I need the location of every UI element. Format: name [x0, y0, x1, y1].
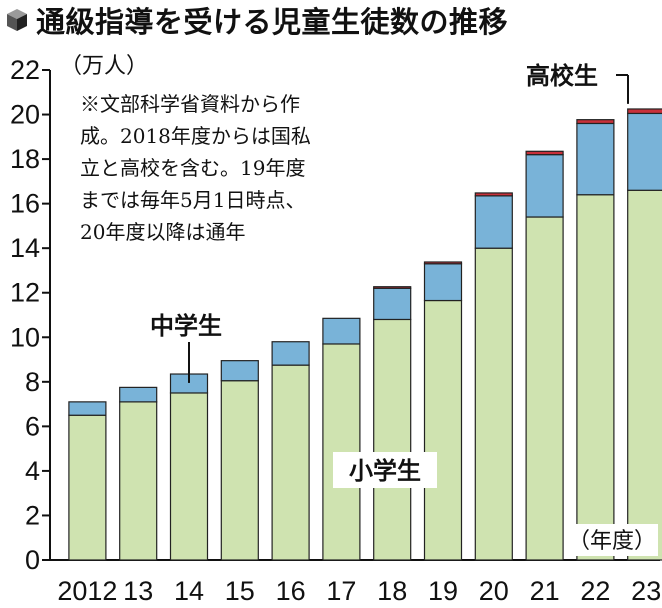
x-tick-label: 22 [580, 576, 610, 606]
y-tick-label: 8 [25, 367, 40, 397]
x-tick-label: 20 [479, 576, 509, 606]
x-tick-label: 23 [631, 576, 661, 606]
high-school-bar-segment [423, 261, 463, 265]
y-tick-label: 10 [10, 322, 40, 352]
y-tick-label: 22 [10, 55, 40, 85]
elementary-bar-segment [119, 401, 158, 561]
elementary-bar-segment [627, 189, 662, 561]
high-school-series-label: 高校生 [526, 62, 598, 90]
x-tick-label: 21 [530, 576, 560, 606]
high-school-bar-segment [373, 286, 412, 289]
year-unit-background [566, 524, 658, 556]
elementary-label-background [333, 452, 437, 488]
high-school-bar-segment [576, 119, 615, 125]
y-tick-label: 6 [25, 411, 40, 441]
elementary-bar-segment [322, 343, 361, 561]
elementary-bar-segment [169, 392, 209, 561]
x-tick-label: 17 [326, 576, 356, 606]
y-axis-unit: （万人） [60, 54, 149, 79]
y-tick-label: 16 [10, 189, 40, 219]
elementary-bar-segment [220, 380, 259, 561]
chart-title: 通級指導を受ける児童生徒数の推移 [36, 5, 509, 39]
junior-high-bar-segment [119, 386, 158, 403]
chart-title-row: 通級指導を受ける児童生徒数の推移 [6, 2, 509, 39]
note-line: 成。2018年度からは国私 [80, 124, 311, 148]
source-note: ※文部科学省資料から作 成。2018年度からは国私 立と高校を含む。19年度 ま… [80, 88, 410, 248]
high-school-bar-segment [474, 192, 513, 197]
junior-high-bar-segment [627, 112, 662, 191]
elementary-bar-segment [373, 318, 412, 561]
elementary-bar-segment [474, 247, 513, 561]
x-tick-label: 16 [276, 576, 306, 606]
junior-high-bar-segment [271, 341, 310, 366]
note-line: ※文部科学省資料から作 [80, 92, 300, 116]
x-axis-unit: （年度） [568, 529, 656, 554]
y-tick-label: 18 [10, 144, 40, 174]
junior-high-series-label: 中学生 [150, 312, 222, 340]
y-tick-label: 14 [10, 233, 40, 263]
note-line: 立と高校を含む。19年度 [80, 156, 306, 180]
elementary-bar-segment [423, 299, 463, 561]
elementary-series-label: 小学生 [349, 457, 421, 485]
elementary-bar-segment [68, 414, 107, 561]
note-line: 20年度以降は通年 [80, 220, 246, 244]
junior-high-bar-segment [68, 401, 107, 416]
x-tick-label: 2012 [57, 576, 117, 606]
note-line: までは毎年5月1日時点、 [80, 188, 306, 212]
y-tick-label: 4 [25, 456, 40, 486]
high-school-bar-segment [627, 108, 662, 115]
elementary-bar-segment [525, 216, 564, 561]
junior-high-bar-segment [423, 263, 463, 302]
y-tick-label: 2 [25, 500, 40, 530]
x-tick-label: 19 [428, 576, 458, 606]
high-school-bar-segment [525, 150, 564, 156]
y-tick-label: 0 [25, 545, 40, 575]
junior-high-bar-segment [220, 360, 259, 382]
elementary-bar-segment [576, 194, 615, 561]
cube-icon [7, 9, 27, 31]
elementary-bar-segment [271, 364, 310, 561]
junior-high-bar-segment [322, 317, 361, 345]
x-tick-label: 15 [225, 576, 255, 606]
x-tick-label: 18 [377, 576, 407, 606]
y-tick-label: 20 [10, 100, 40, 130]
junior-high-bar-segment [373, 287, 412, 321]
junior-high-bar-segment [474, 195, 513, 249]
x-tick-label: 14 [174, 576, 204, 606]
junior-high-bar-segment [576, 122, 615, 196]
junior-high-bar-segment [525, 154, 564, 218]
x-tick-label: 13 [123, 576, 153, 606]
y-tick-label: 12 [10, 278, 40, 308]
